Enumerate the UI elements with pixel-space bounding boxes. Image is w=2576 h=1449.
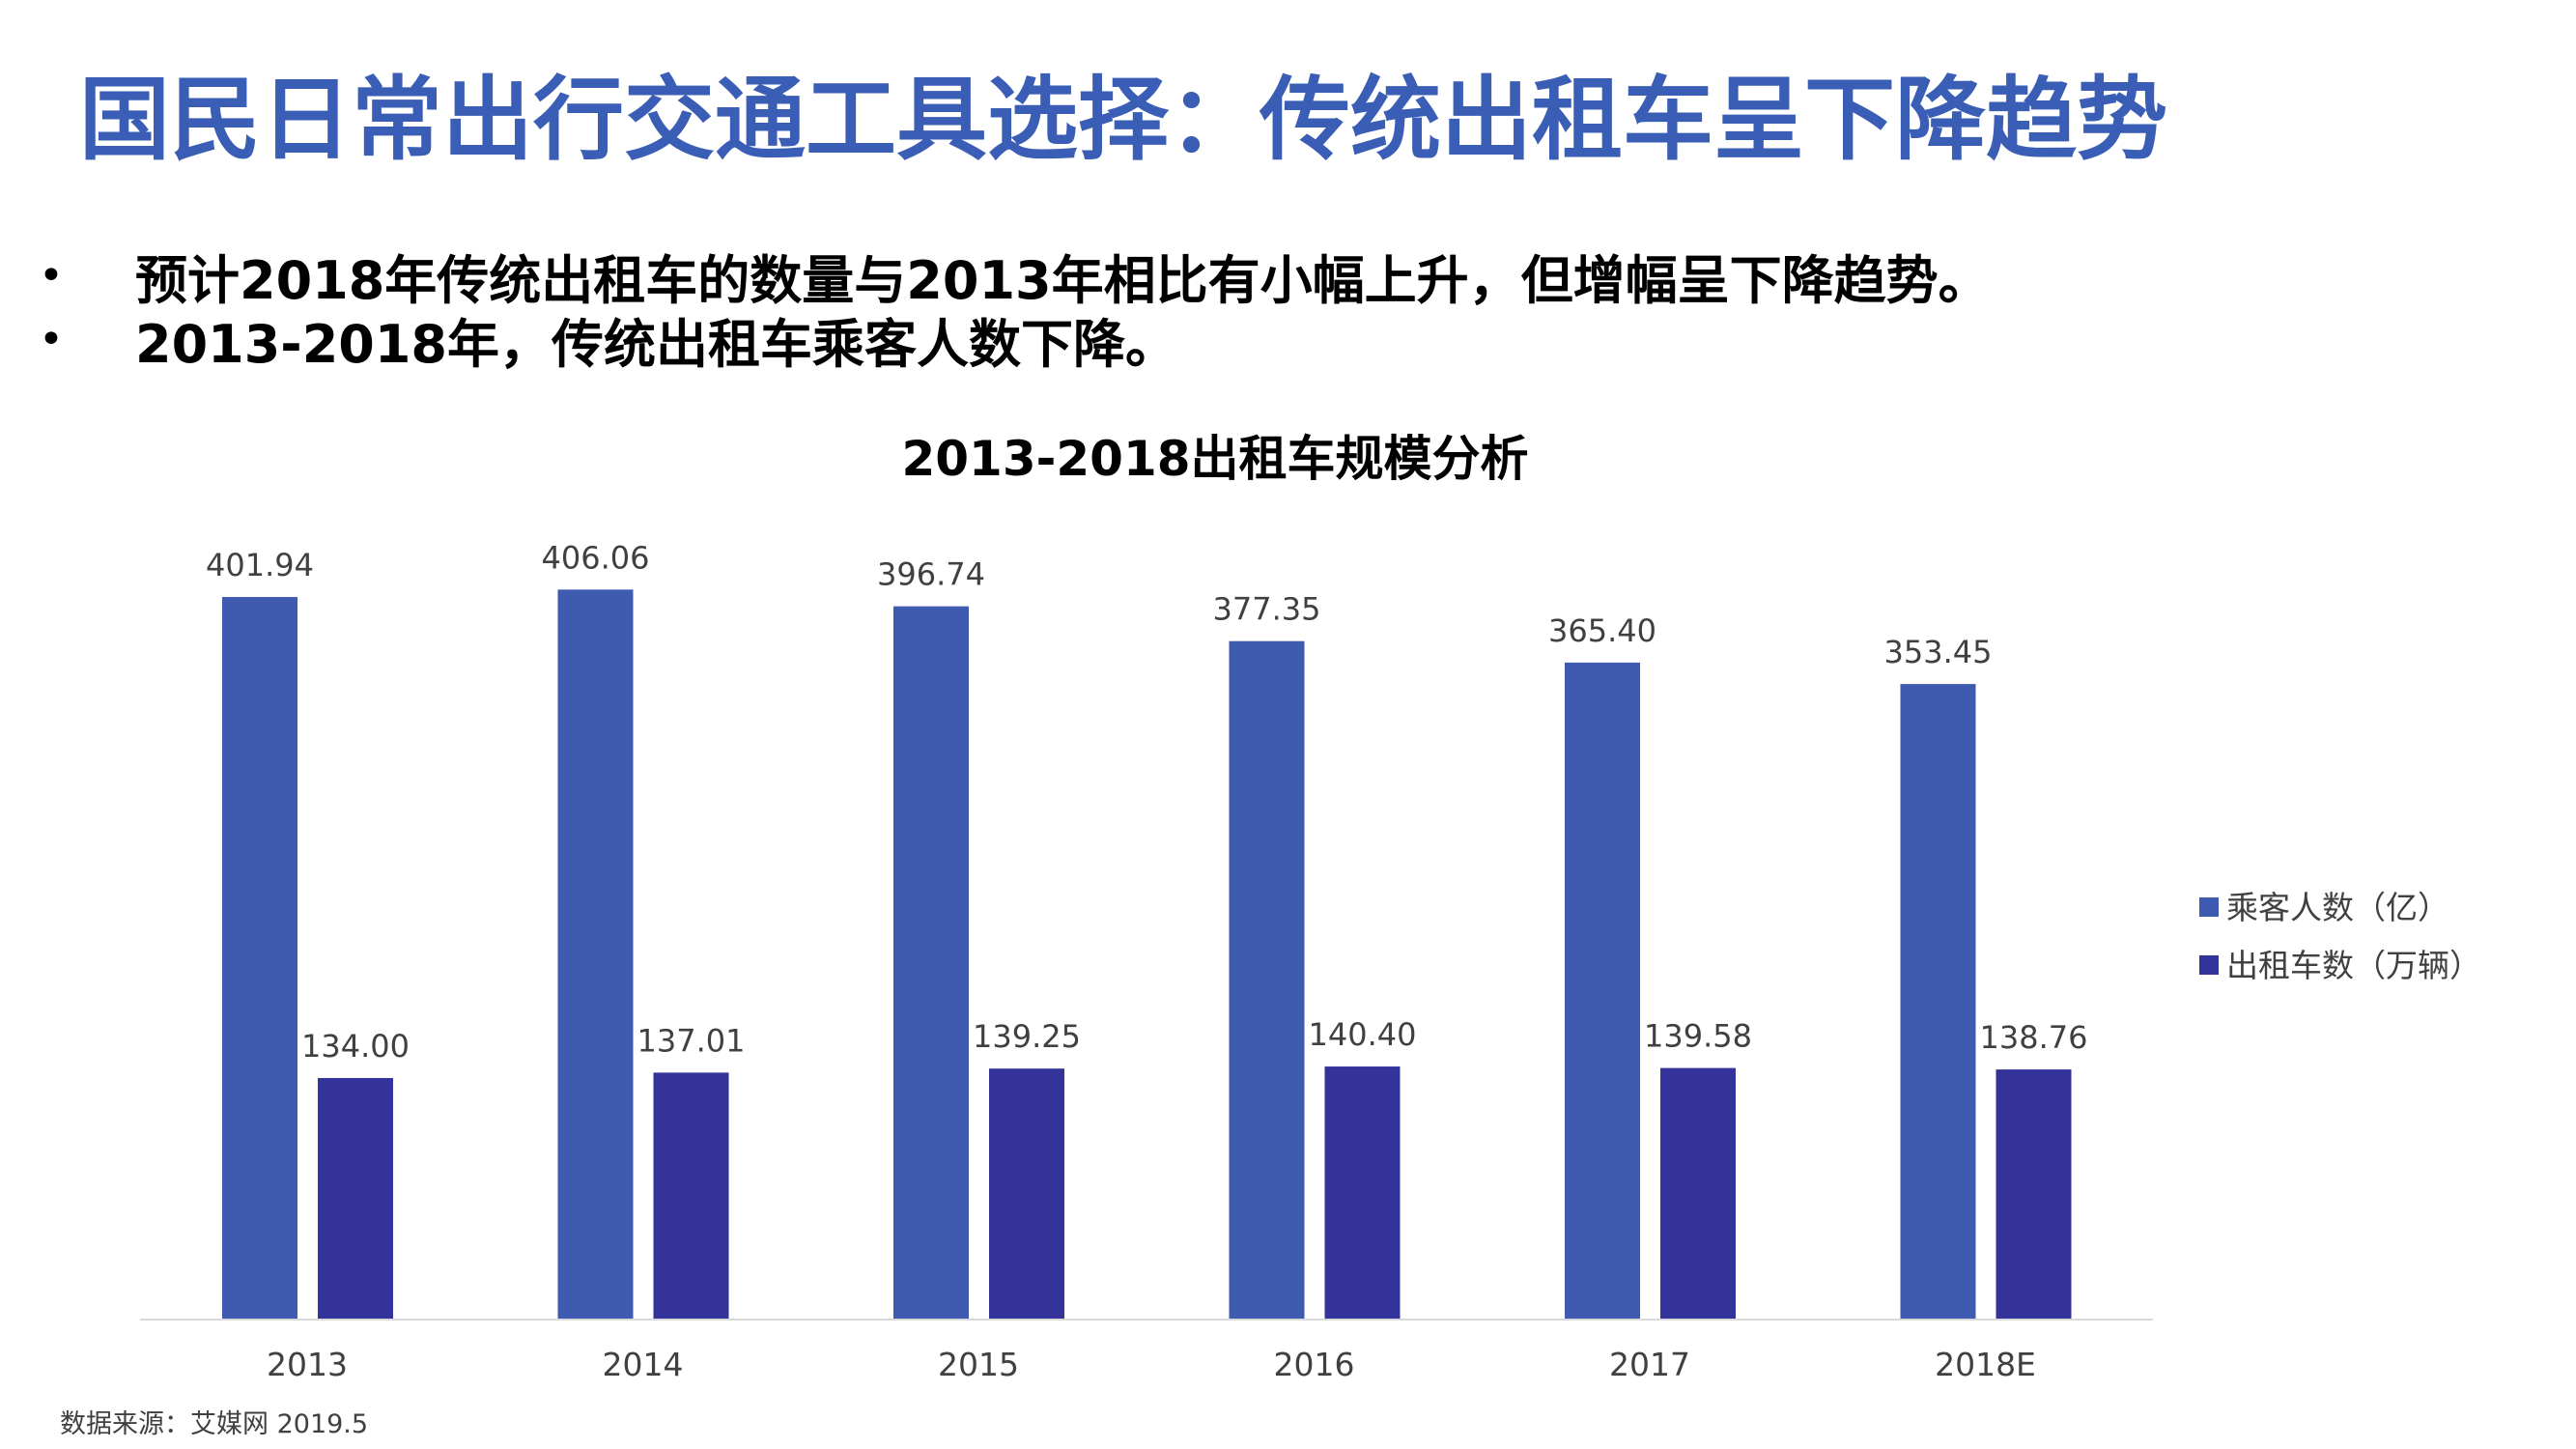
x-tick-label: 2018E xyxy=(1935,1346,2036,1383)
data-label: 137.01 xyxy=(637,1022,746,1059)
legend-label: 出租车数（万辆） xyxy=(2226,947,2481,984)
bullet-marker: • xyxy=(39,314,64,364)
data-label: 377.35 xyxy=(1213,591,1321,628)
x-tick-label: 2015 xyxy=(938,1346,1019,1383)
page-title: 国民日常出行交通工具选择：传统出租车呈下降趋势 xyxy=(79,68,2168,173)
bullet-item: • 预计2018年传统出租车的数量与2013年相比有小幅上升，但增幅呈下降趋势。 xyxy=(39,243,1991,311)
bar-taxis xyxy=(1324,1066,1401,1319)
legend-swatch xyxy=(2199,955,2219,975)
x-tick-label: 2014 xyxy=(603,1346,684,1383)
bar-passengers xyxy=(1565,662,1640,1319)
bar-taxis xyxy=(1660,1067,1736,1319)
data-label: 401.94 xyxy=(206,547,314,583)
bullet-list: • 预计2018年传统出租车的数量与2013年相比有小幅上升，但增幅呈下降趋势。… xyxy=(39,243,1991,375)
legend-swatch xyxy=(2199,897,2219,917)
legend-label: 乘客人数（亿） xyxy=(2226,889,2449,926)
source-note: 数据来源：艾媒网 2019.5 xyxy=(60,1409,369,1439)
data-label: 138.76 xyxy=(1980,1019,2088,1056)
data-label: 406.06 xyxy=(542,539,650,576)
bar-taxis xyxy=(989,1068,1064,1319)
x-tick-label: 2017 xyxy=(1609,1346,1690,1383)
bar-passengers xyxy=(222,596,297,1319)
bar-taxis xyxy=(1996,1069,2072,1319)
bar-taxis xyxy=(653,1072,729,1319)
bar-passengers xyxy=(1229,640,1305,1319)
x-tick-label: 2016 xyxy=(1274,1346,1355,1383)
data-label: 396.74 xyxy=(877,556,985,593)
data-label: 353.45 xyxy=(1884,634,1993,670)
bullet-text: 2013-2018年，传统出租车乘客人数下降。 xyxy=(135,313,1177,375)
bar-passengers xyxy=(1900,684,1976,1319)
data-label: 365.40 xyxy=(1548,612,1656,649)
data-label: 139.25 xyxy=(973,1018,1081,1055)
data-label: 140.40 xyxy=(1309,1016,1417,1053)
bar-taxis xyxy=(318,1077,393,1319)
bullet-marker: • xyxy=(39,250,64,300)
x-tick-label: 2013 xyxy=(267,1346,348,1383)
bar-passengers xyxy=(557,589,634,1319)
bar-passengers xyxy=(893,606,969,1319)
bullet-text: 预计2018年传统出租车的数量与2013年相比有小幅上升，但增幅呈下降趋势。 xyxy=(135,249,1991,311)
bullet-item: • 2013-2018年，传统出租车乘客人数下降。 xyxy=(39,307,1991,375)
chart-title: 2013-2018出租车规模分析 xyxy=(901,431,1528,487)
data-label: 139.58 xyxy=(1644,1018,1752,1055)
data-label: 134.00 xyxy=(301,1028,410,1065)
